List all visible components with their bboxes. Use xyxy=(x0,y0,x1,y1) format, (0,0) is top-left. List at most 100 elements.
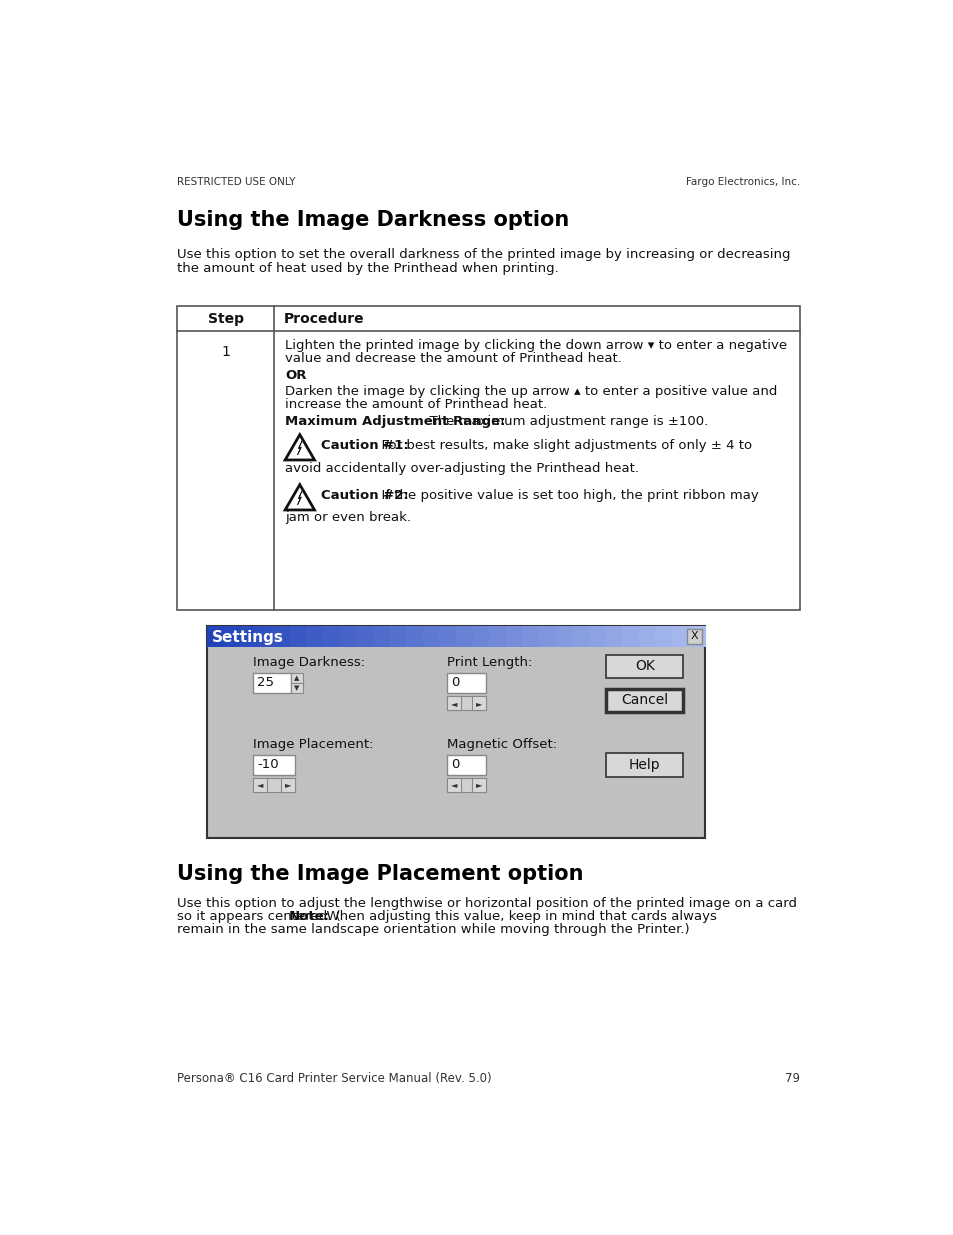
Bar xyxy=(572,626,589,647)
Text: jam or even break.: jam or even break. xyxy=(285,511,411,525)
Bar xyxy=(256,626,274,647)
Text: Print Length:: Print Length: xyxy=(447,656,532,669)
Text: ◄: ◄ xyxy=(451,781,456,789)
Bar xyxy=(291,683,303,693)
Bar xyxy=(291,673,303,683)
Bar xyxy=(273,626,291,647)
Bar xyxy=(472,778,485,792)
Bar xyxy=(290,626,307,647)
Text: ▼: ▼ xyxy=(294,685,299,690)
Bar xyxy=(447,697,485,710)
Text: ▲: ▲ xyxy=(294,676,299,680)
Text: Using the Image Placement option: Using the Image Placement option xyxy=(177,864,583,884)
Text: Image Darkness:: Image Darkness: xyxy=(253,656,365,669)
Text: When adjusting this value, keep in mind that cards always: When adjusting this value, keep in mind … xyxy=(318,910,717,923)
Polygon shape xyxy=(285,484,314,510)
Text: ◄: ◄ xyxy=(256,781,263,789)
Text: value and decrease the amount of Printhead heat.: value and decrease the amount of Printhe… xyxy=(285,352,621,366)
Bar xyxy=(605,655,682,678)
Text: so it appears centered. (: so it appears centered. ( xyxy=(177,910,341,923)
Text: If the positive value is set too high, the print ribbon may: If the positive value is set too high, t… xyxy=(373,489,758,503)
Text: Settings: Settings xyxy=(212,630,284,645)
Text: Fargo Electronics, Inc.: Fargo Electronics, Inc. xyxy=(685,178,800,188)
Text: 0: 0 xyxy=(451,758,458,771)
Text: Use this option to set the overall darkness of the printed image by increasing o: Use this option to set the overall darkn… xyxy=(177,248,790,262)
Bar xyxy=(253,778,267,792)
Text: 25: 25 xyxy=(257,677,274,689)
Bar xyxy=(223,626,240,647)
Bar xyxy=(472,626,490,647)
Text: ►: ► xyxy=(476,781,481,789)
Text: 0: 0 xyxy=(451,677,458,689)
Bar xyxy=(177,306,800,610)
Bar xyxy=(671,626,689,647)
Bar xyxy=(339,626,356,647)
Bar xyxy=(605,689,682,711)
Text: OK: OK xyxy=(634,659,654,673)
Bar xyxy=(356,626,374,647)
Bar xyxy=(447,778,460,792)
Text: Help: Help xyxy=(628,758,659,772)
Bar xyxy=(621,626,639,647)
Bar xyxy=(406,626,423,647)
Bar xyxy=(253,778,294,792)
Text: 79: 79 xyxy=(784,1072,800,1086)
Bar xyxy=(253,673,291,693)
Text: Image Placement:: Image Placement: xyxy=(253,739,374,751)
Bar xyxy=(447,755,485,776)
Bar xyxy=(207,626,224,647)
Bar xyxy=(456,626,473,647)
Bar xyxy=(505,626,522,647)
Bar xyxy=(373,626,390,647)
Bar xyxy=(686,629,701,645)
Bar xyxy=(447,697,460,710)
Polygon shape xyxy=(285,435,314,459)
Text: Use this option to adjust the lengthwise or horizontal position of the printed i: Use this option to adjust the lengthwise… xyxy=(177,897,797,910)
Text: Note:: Note: xyxy=(289,910,330,923)
Bar xyxy=(207,626,704,839)
Text: Cancel: Cancel xyxy=(620,693,667,708)
Bar xyxy=(306,626,323,647)
Bar xyxy=(605,626,622,647)
Bar xyxy=(655,626,672,647)
Bar xyxy=(538,626,556,647)
Bar xyxy=(605,753,682,777)
Text: The maximum adjustment range is ±100.: The maximum adjustment range is ±100. xyxy=(421,415,708,427)
Bar xyxy=(522,626,539,647)
Polygon shape xyxy=(297,441,302,454)
Text: ◄: ◄ xyxy=(451,699,456,708)
Text: Magnetic Offset:: Magnetic Offset: xyxy=(447,739,557,751)
Bar xyxy=(447,778,485,792)
Text: Darken the image by clicking the up arrow ▴ to enter a positive value and: Darken the image by clicking the up arro… xyxy=(285,384,777,398)
Text: Caution #1:: Caution #1: xyxy=(320,440,408,452)
Bar xyxy=(253,755,294,776)
Text: avoid accidentally over-adjusting the Printhead heat.: avoid accidentally over-adjusting the Pr… xyxy=(285,462,639,474)
Text: increase the amount of Printhead heat.: increase the amount of Printhead heat. xyxy=(285,398,547,411)
Text: Maximum Adjustment Range:: Maximum Adjustment Range: xyxy=(285,415,505,427)
Bar xyxy=(447,673,485,693)
Text: the amount of heat used by the Printhead when printing.: the amount of heat used by the Printhead… xyxy=(177,262,558,275)
Text: Caution #2:: Caution #2: xyxy=(320,489,408,503)
Text: Step: Step xyxy=(208,312,244,326)
Text: Lighten the printed image by clicking the down arrow ▾ to enter a negative: Lighten the printed image by clicking th… xyxy=(285,340,786,352)
Text: X: X xyxy=(690,631,698,641)
Polygon shape xyxy=(297,490,302,505)
Bar xyxy=(240,626,257,647)
Text: -10: -10 xyxy=(257,758,278,771)
Text: Procedure: Procedure xyxy=(283,312,364,326)
Bar xyxy=(439,626,456,647)
Bar xyxy=(588,626,605,647)
Text: 1: 1 xyxy=(221,346,230,359)
Text: For best results, make slight adjustments of only ± 4 to: For best results, make slight adjustment… xyxy=(373,440,751,452)
Text: Persona® C16 Card Printer Service Manual (Rev. 5.0): Persona® C16 Card Printer Service Manual… xyxy=(177,1072,492,1086)
Bar xyxy=(422,626,439,647)
Text: remain in the same landscape orientation while moving through the Printer.): remain in the same landscape orientation… xyxy=(177,923,689,936)
Text: RESTRICTED USE ONLY: RESTRICTED USE ONLY xyxy=(177,178,295,188)
Bar xyxy=(555,626,573,647)
Text: Using the Image Darkness option: Using the Image Darkness option xyxy=(177,210,569,230)
Bar xyxy=(389,626,407,647)
Text: OR: OR xyxy=(285,369,306,382)
Bar xyxy=(489,626,506,647)
Bar xyxy=(688,626,705,647)
Text: ►: ► xyxy=(285,781,292,789)
